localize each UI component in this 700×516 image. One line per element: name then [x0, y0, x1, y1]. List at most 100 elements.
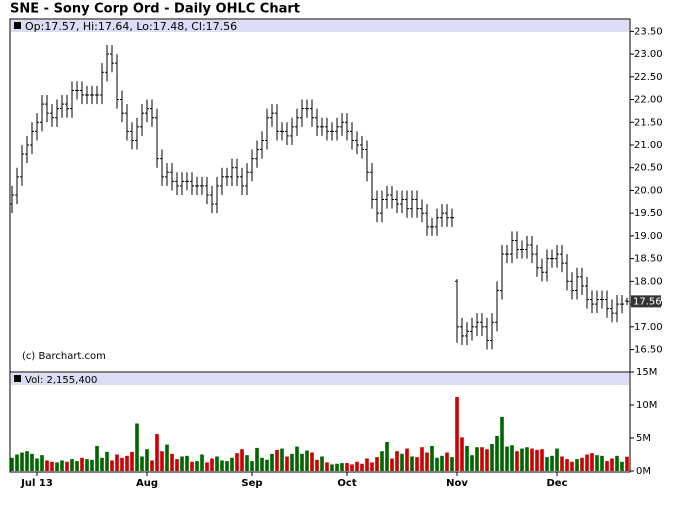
volume-bar — [105, 451, 109, 471]
volume-bar — [385, 441, 389, 471]
volume-bar — [405, 448, 409, 471]
volume-bar — [135, 423, 139, 471]
y-tick-label: 19.50 — [634, 208, 663, 219]
volume-bar — [550, 455, 554, 471]
volume-y-tick-label: 10M — [636, 400, 657, 411]
volume-bar — [265, 459, 269, 471]
volume-bar — [300, 453, 304, 471]
x-tick-label: Sep — [241, 478, 262, 489]
volume-bar — [180, 456, 184, 471]
volume-bar — [565, 459, 569, 471]
volume-bar — [585, 454, 589, 471]
volume-bar — [185, 455, 189, 471]
volume-bar — [225, 461, 229, 471]
volume-bar — [415, 457, 419, 471]
volume-bar — [535, 449, 539, 471]
volume-bar — [145, 449, 149, 471]
volume-bar — [260, 457, 264, 471]
volume-bar — [420, 447, 424, 471]
volume-bar — [615, 455, 619, 471]
y-tick-label: 22.50 — [634, 72, 663, 83]
volume-bar — [465, 445, 469, 471]
price-header-icon — [14, 22, 21, 29]
volume-bar — [85, 459, 89, 471]
volume-y-tick-label: 5M — [636, 433, 651, 444]
volume-bar — [425, 452, 429, 471]
volume-bar — [510, 445, 514, 471]
y-tick-label: 21.50 — [634, 117, 663, 128]
volume-bar — [165, 444, 169, 471]
volume-bar — [205, 462, 209, 471]
y-tick-label: 18.00 — [634, 276, 663, 287]
volume-bar — [170, 453, 174, 471]
volume-bar — [540, 449, 544, 471]
volume-bar — [390, 458, 394, 471]
volume-bar — [20, 452, 24, 471]
volume-bar — [355, 461, 359, 471]
volume-bar — [55, 462, 59, 471]
volume-bar — [575, 459, 579, 471]
volume-bar — [60, 460, 64, 471]
volume-bar — [215, 456, 219, 471]
x-tick-label: Aug — [136, 478, 158, 489]
volume-bar — [580, 457, 584, 471]
volume-bar — [285, 456, 289, 471]
volume-bar — [140, 456, 144, 471]
volume-bar — [515, 451, 519, 471]
volume-bar — [245, 455, 249, 471]
volume-bar — [590, 453, 594, 471]
last-price-label: 17.56 — [633, 296, 662, 307]
volume-bar — [110, 460, 114, 471]
volume-bar — [495, 436, 499, 471]
volume-bar — [195, 461, 199, 471]
volume-bar — [10, 457, 14, 471]
volume-bar — [345, 463, 349, 471]
x-tick-label: Oct — [337, 478, 356, 489]
volume-bar — [70, 459, 74, 471]
volume-bar — [255, 447, 259, 471]
volume-bar — [330, 464, 334, 471]
y-tick-label: 16.50 — [634, 345, 663, 356]
volume-bar — [210, 458, 214, 471]
volume-bar — [35, 458, 39, 471]
volume-bar — [120, 457, 124, 471]
volume-bar — [435, 457, 439, 471]
volume-bar — [290, 453, 294, 471]
volume-bar — [45, 460, 49, 471]
volume-bar — [155, 434, 159, 471]
volume-header-icon — [14, 375, 21, 382]
volume-bar — [25, 451, 29, 471]
y-tick-label: 17.00 — [634, 322, 663, 333]
volume-bar — [485, 449, 489, 471]
volume-bar — [545, 457, 549, 471]
volume-header: Vol: 2,155,400 — [25, 375, 97, 386]
volume-bar — [560, 456, 564, 471]
volume-bar — [175, 459, 179, 471]
volume-bar — [455, 397, 459, 471]
volume-bar — [200, 454, 204, 471]
volume-y-tick-label: 15M — [636, 367, 657, 378]
volume-bar — [275, 449, 279, 471]
x-tick-label: Dec — [546, 478, 567, 489]
last-price-box — [631, 295, 661, 308]
volume-bar — [40, 455, 44, 471]
volume-bar — [445, 452, 449, 471]
volume-bar — [310, 452, 314, 471]
volume-bar — [410, 456, 414, 471]
volume-bar — [295, 446, 299, 471]
y-tick-label: 23.50 — [634, 26, 663, 37]
volume-bar — [470, 455, 474, 471]
volume-bar — [80, 457, 84, 471]
volume-bar — [400, 453, 404, 471]
volume-bar — [15, 454, 19, 471]
volume-bar — [440, 455, 444, 471]
y-tick-label: 22.00 — [634, 95, 663, 106]
y-tick-label: 23.00 — [634, 49, 663, 60]
volume-bar — [130, 451, 134, 471]
x-tick-label: Nov — [446, 478, 468, 489]
y-tick-label: 19.00 — [634, 231, 663, 242]
price-header-band — [11, 20, 629, 32]
volume-bar — [95, 445, 99, 471]
volume-bar — [520, 448, 524, 471]
